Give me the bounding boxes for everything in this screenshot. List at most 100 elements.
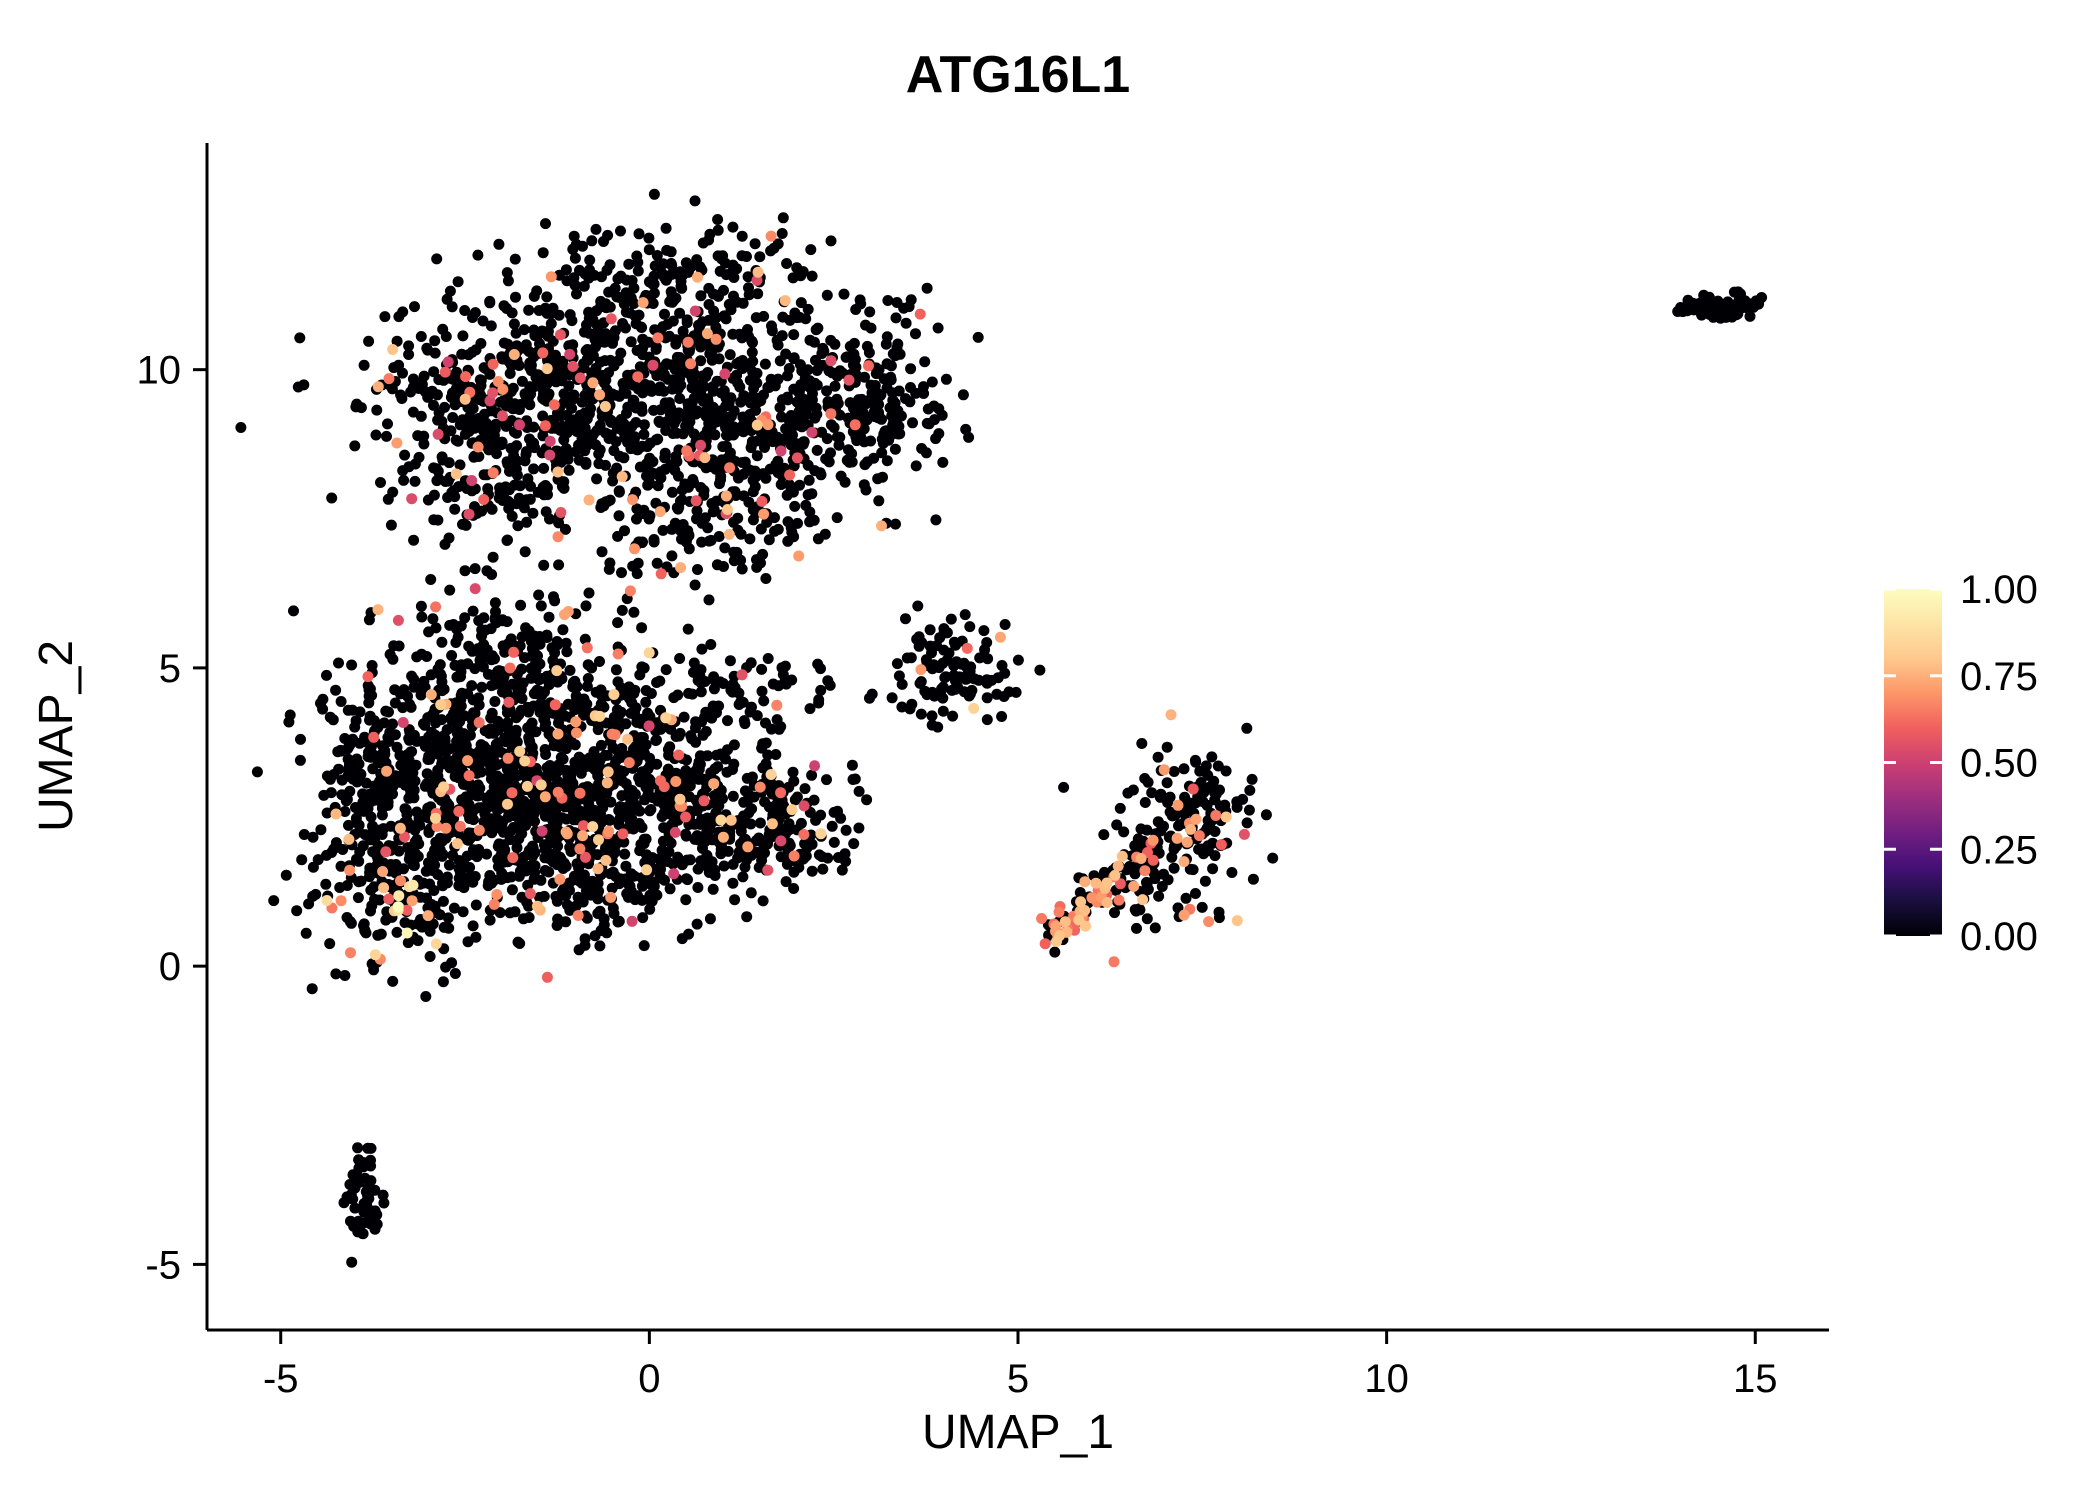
data-point <box>583 798 595 810</box>
data-point <box>383 373 395 385</box>
data-point <box>1220 765 1232 777</box>
data-point <box>738 715 750 727</box>
data-point <box>345 917 357 929</box>
data-point <box>821 774 832 786</box>
data-point <box>692 271 703 283</box>
data-point <box>520 622 532 634</box>
data-point <box>711 559 723 571</box>
data-point <box>638 419 650 431</box>
data-point <box>756 685 768 697</box>
data-point <box>702 367 714 378</box>
data-point <box>392 614 404 626</box>
data-point <box>1190 888 1201 899</box>
data-point <box>520 808 532 820</box>
data-point <box>375 928 387 940</box>
data-point <box>489 678 501 690</box>
data-point <box>1073 914 1085 926</box>
data-point <box>831 512 843 524</box>
data-point <box>633 228 645 240</box>
data-point <box>777 212 789 224</box>
data-point <box>399 779 411 791</box>
data-point <box>1135 853 1147 864</box>
data-point <box>1131 922 1142 934</box>
data-point <box>459 565 471 577</box>
data-point <box>389 697 401 709</box>
data-point <box>1722 296 1734 308</box>
data-point <box>620 387 632 399</box>
data-point <box>737 363 749 374</box>
data-point <box>617 318 629 329</box>
data-point <box>379 311 391 323</box>
data-point <box>815 809 827 821</box>
data-point <box>694 750 706 762</box>
data-point <box>1247 873 1259 885</box>
data-point <box>756 663 768 675</box>
data-point <box>489 597 501 609</box>
data-point <box>668 294 680 306</box>
data-point <box>863 347 875 359</box>
data-point <box>937 456 949 468</box>
data-point <box>569 739 581 751</box>
data-point <box>639 747 650 759</box>
data-point <box>601 777 613 789</box>
data-point <box>504 368 516 379</box>
data-point <box>631 250 643 262</box>
data-point <box>587 377 599 389</box>
data-point <box>559 609 570 621</box>
data-point <box>658 807 670 819</box>
data-point <box>513 833 525 845</box>
data-point <box>385 774 397 786</box>
data-point <box>1136 738 1148 749</box>
data-point <box>960 673 972 685</box>
data-point <box>1197 845 1209 857</box>
data-point <box>957 389 969 401</box>
data-point <box>543 611 555 623</box>
data-point <box>1086 892 1098 904</box>
data-point <box>358 918 370 930</box>
data-point <box>528 463 540 475</box>
data-point <box>708 778 720 790</box>
data-point <box>880 338 892 350</box>
data-point <box>776 228 788 239</box>
data-point <box>724 462 736 474</box>
data-point <box>436 636 448 648</box>
data-point <box>1135 823 1147 835</box>
data-point <box>552 466 564 478</box>
data-point <box>642 479 654 491</box>
data-point <box>477 315 489 327</box>
data-point <box>349 1202 361 1214</box>
data-point <box>424 951 436 962</box>
data-point <box>649 260 661 272</box>
data-point <box>602 766 614 778</box>
data-point <box>481 848 493 860</box>
data-point <box>707 883 719 895</box>
data-point <box>713 800 725 812</box>
data-point <box>637 732 649 743</box>
data-point <box>593 834 604 846</box>
data-point <box>578 820 589 832</box>
data-point <box>1744 310 1756 322</box>
data-point <box>760 573 772 584</box>
data-point <box>1172 799 1184 811</box>
data-point <box>568 272 580 284</box>
data-point <box>564 418 576 430</box>
data-point <box>621 274 633 286</box>
data-point <box>733 422 745 434</box>
data-point <box>529 659 541 671</box>
data-point <box>551 739 563 751</box>
data-point <box>926 719 938 731</box>
data-point <box>613 510 625 522</box>
data-point <box>443 859 455 871</box>
data-point <box>367 820 378 832</box>
data-point <box>632 371 644 383</box>
data-point <box>358 359 370 371</box>
data-point <box>351 398 363 410</box>
data-point <box>362 1189 374 1201</box>
data-point <box>671 456 683 468</box>
data-point <box>632 383 644 395</box>
data-point <box>695 439 707 451</box>
data-point <box>708 504 720 516</box>
data-point <box>497 640 509 652</box>
data-point <box>406 746 418 758</box>
data-point <box>802 303 814 315</box>
